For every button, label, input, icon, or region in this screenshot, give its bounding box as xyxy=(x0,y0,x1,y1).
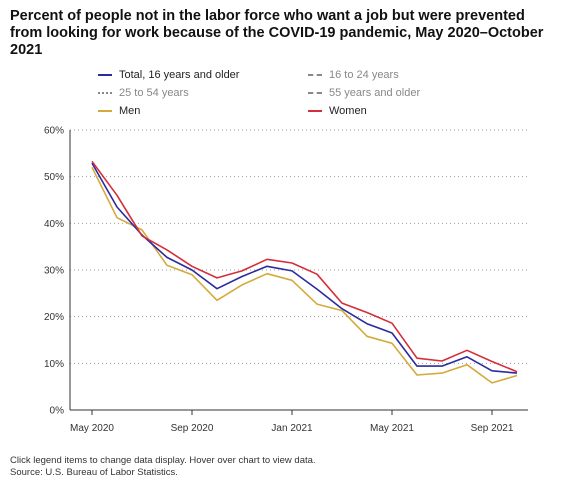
legend-item[interactable]: Total, 16 years and older xyxy=(98,67,308,82)
data-point[interactable] xyxy=(289,260,295,266)
data-point[interactable] xyxy=(489,380,495,386)
data-point[interactable] xyxy=(264,271,270,277)
data-point[interactable] xyxy=(114,215,120,221)
chart-legend: Total, 16 years and older 16 to 24 years 2… xyxy=(98,67,518,118)
data-point[interactable] xyxy=(214,275,220,281)
data-point[interactable] xyxy=(414,363,420,369)
footer-note: Click legend items to change data displa… xyxy=(10,455,316,466)
data-point[interactable] xyxy=(164,262,170,268)
y-tick-label: 10% xyxy=(44,359,64,370)
data-point[interactable] xyxy=(239,268,245,274)
legend-swatch xyxy=(308,73,322,76)
y-tick-label: 50% xyxy=(44,172,64,183)
x-tick-label: Sep 2020 xyxy=(171,423,214,434)
legend-item[interactable]: Men xyxy=(98,103,308,118)
series-line[interactable] xyxy=(91,162,518,374)
data-point[interactable] xyxy=(314,301,320,307)
data-point[interactable] xyxy=(264,256,270,262)
data-point[interactable] xyxy=(439,370,445,376)
data-point[interactable] xyxy=(489,368,495,374)
y-tick-label: 60% xyxy=(44,126,64,137)
data-point[interactable] xyxy=(464,347,470,353)
legend-swatch xyxy=(308,109,322,112)
data-point[interactable] xyxy=(114,204,120,210)
legend-label: Total, 16 years and older xyxy=(119,68,240,81)
data-point[interactable] xyxy=(389,340,395,346)
y-tick-label: 30% xyxy=(44,266,64,277)
data-point[interactable] xyxy=(489,358,495,364)
legend-label: Men xyxy=(119,104,141,117)
data-point[interactable] xyxy=(239,274,245,280)
data-point[interactable] xyxy=(389,320,395,326)
legend-item[interactable]: 25 to 54 years xyxy=(98,85,308,100)
legend-label: Women xyxy=(329,104,367,117)
data-point[interactable] xyxy=(514,369,520,375)
x-tick-label: Jan 2021 xyxy=(271,423,313,434)
data-point[interactable] xyxy=(364,333,370,339)
data-point[interactable] xyxy=(364,309,370,315)
y-tick-label: 40% xyxy=(44,219,64,230)
data-point[interactable] xyxy=(339,300,345,306)
x-tick-label: Sep 2021 xyxy=(471,423,514,434)
data-point[interactable] xyxy=(439,358,445,364)
legend-label: 55 years and older xyxy=(329,86,421,99)
data-point[interactable] xyxy=(289,277,295,283)
data-point[interactable] xyxy=(314,286,320,292)
data-point[interactable] xyxy=(89,158,95,164)
data-point[interactable] xyxy=(314,271,320,277)
data-point[interactable] xyxy=(289,268,295,274)
legend-label: 16 to 24 years xyxy=(329,68,399,81)
data-point[interactable] xyxy=(214,286,220,292)
legend-item[interactable]: 16 to 24 years xyxy=(308,67,518,82)
legend-swatch xyxy=(308,91,322,94)
data-point[interactable] xyxy=(339,306,345,312)
chart-footer: Click legend items to change data displa… xyxy=(10,455,316,479)
legend-item[interactable]: 55 years and older xyxy=(308,85,518,100)
legend-label: 25 to 54 years xyxy=(119,86,189,99)
chart-title: Percent of people not in the labor force… xyxy=(10,8,544,58)
data-point[interactable] xyxy=(389,330,395,336)
line-chart[interactable]: 0% 10% 20% 30% 40% 50% 60% May 2020 Sep 2020 Jan … xyxy=(0,0,580,450)
y-tick-label: 20% xyxy=(44,312,64,323)
data-point[interactable] xyxy=(214,297,220,303)
data-point[interactable] xyxy=(114,192,120,198)
data-point[interactable] xyxy=(464,354,470,360)
data-point[interactable] xyxy=(414,372,420,378)
data-point[interactable] xyxy=(464,362,470,368)
data-point[interactable] xyxy=(364,321,370,327)
data-point[interactable] xyxy=(239,282,245,288)
legend-swatch xyxy=(98,91,112,94)
y-tick-label: 0% xyxy=(50,406,65,417)
data-point[interactable] xyxy=(164,247,170,253)
legend-swatch xyxy=(98,73,112,76)
x-tick-label: May 2020 xyxy=(70,423,114,434)
x-tick-label: May 2021 xyxy=(370,423,414,434)
data-point[interactable] xyxy=(164,254,170,260)
data-point[interactable] xyxy=(264,263,270,269)
series-line[interactable] xyxy=(91,160,518,373)
data-point[interactable] xyxy=(439,363,445,369)
data-point[interactable] xyxy=(189,263,195,269)
legend-swatch xyxy=(98,109,112,112)
data-point[interactable] xyxy=(139,233,145,239)
footer-source: Source: U.S. Bureau of Labor Statistics. xyxy=(10,467,178,478)
data-point[interactable] xyxy=(414,355,420,361)
legend-item[interactable]: Women xyxy=(308,103,518,118)
series-line[interactable] xyxy=(91,166,518,384)
